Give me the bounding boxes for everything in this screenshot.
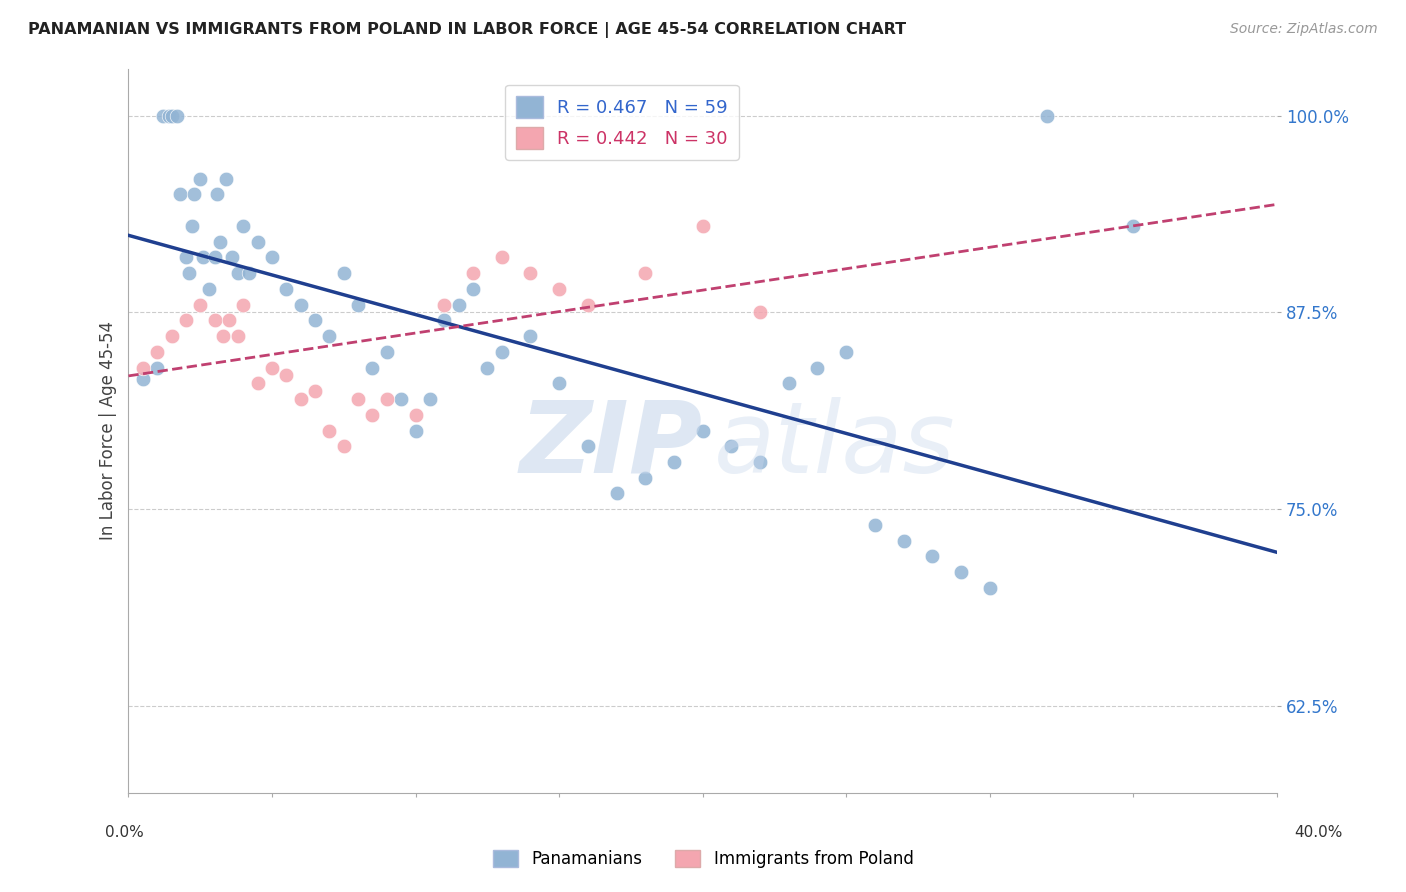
Point	[548, 282, 571, 296]
Legend: R = 0.467   N = 59, R = 0.442   N = 30: R = 0.467 N = 59, R = 0.442 N = 30	[505, 85, 738, 160]
Point	[260, 251, 283, 265]
Point	[246, 376, 269, 391]
Point	[218, 313, 240, 327]
Point	[921, 549, 943, 564]
Point	[662, 455, 685, 469]
Point	[720, 439, 742, 453]
Point	[692, 424, 714, 438]
Text: PANAMANIAN VS IMMIGRANTS FROM POLAND IN LABOR FORCE | AGE 45-54 CORRELATION CHAR: PANAMANIAN VS IMMIGRANTS FROM POLAND IN …	[28, 22, 907, 38]
Point	[246, 235, 269, 249]
Point	[375, 392, 398, 406]
Point	[209, 235, 232, 249]
Point	[749, 305, 772, 319]
Point	[132, 371, 155, 385]
Point	[174, 251, 197, 265]
Point	[634, 266, 657, 280]
Point	[806, 360, 828, 375]
Point	[166, 109, 188, 123]
Point	[174, 313, 197, 327]
Point	[226, 329, 249, 343]
Point	[576, 439, 599, 453]
Point	[212, 329, 235, 343]
Point	[157, 109, 180, 123]
Point	[433, 297, 456, 311]
Text: Source: ZipAtlas.com: Source: ZipAtlas.com	[1230, 22, 1378, 37]
Point	[375, 344, 398, 359]
Point	[177, 266, 200, 280]
Point	[361, 408, 384, 422]
Y-axis label: In Labor Force | Age 45-54: In Labor Force | Age 45-54	[100, 321, 117, 540]
Point	[183, 187, 205, 202]
Point	[146, 360, 169, 375]
Point	[778, 376, 800, 391]
Text: 40.0%: 40.0%	[1295, 825, 1343, 840]
Point	[226, 266, 249, 280]
Point	[979, 581, 1001, 595]
Point	[215, 171, 238, 186]
Point	[405, 424, 427, 438]
Legend: Panamanians, Immigrants from Poland: Panamanians, Immigrants from Poland	[486, 843, 920, 875]
Point	[461, 266, 484, 280]
Point	[276, 282, 298, 296]
Point	[692, 219, 714, 233]
Text: atlas: atlas	[714, 397, 956, 493]
Point	[461, 282, 484, 296]
Point	[576, 297, 599, 311]
Point	[232, 297, 254, 311]
Point	[221, 251, 243, 265]
Point	[160, 329, 183, 343]
Point	[477, 360, 499, 375]
Point	[260, 360, 283, 375]
Point	[361, 360, 384, 375]
Point	[491, 344, 513, 359]
Point	[207, 187, 229, 202]
Point	[1036, 109, 1059, 123]
Point	[146, 344, 169, 359]
Point	[152, 109, 174, 123]
Point	[333, 266, 356, 280]
Point	[548, 376, 571, 391]
Point	[238, 266, 260, 280]
Point	[519, 266, 541, 280]
Point	[198, 282, 221, 296]
Text: 0.0%: 0.0%	[105, 825, 145, 840]
Text: ZIP: ZIP	[520, 397, 703, 493]
Point	[180, 219, 202, 233]
Point	[276, 368, 298, 383]
Point	[347, 297, 370, 311]
Point	[333, 439, 356, 453]
Point	[419, 392, 441, 406]
Point	[389, 392, 412, 406]
Point	[605, 486, 627, 500]
Point	[634, 471, 657, 485]
Point	[491, 251, 513, 265]
Point	[160, 109, 183, 123]
Point	[519, 329, 541, 343]
Point	[204, 313, 226, 327]
Point	[304, 384, 326, 399]
Point	[447, 297, 470, 311]
Point	[835, 344, 858, 359]
Point	[749, 455, 772, 469]
Point	[191, 251, 214, 265]
Point	[318, 424, 340, 438]
Point	[304, 313, 326, 327]
Point	[169, 187, 191, 202]
Point	[188, 297, 211, 311]
Point	[433, 313, 456, 327]
Point	[188, 171, 211, 186]
Point	[405, 408, 427, 422]
Point	[1122, 219, 1144, 233]
Point	[893, 533, 915, 548]
Point	[347, 392, 370, 406]
Point	[232, 219, 254, 233]
Point	[318, 329, 340, 343]
Point	[132, 360, 155, 375]
Point	[290, 297, 312, 311]
Point	[950, 565, 973, 579]
Point	[290, 392, 312, 406]
Point	[863, 518, 886, 533]
Point	[204, 251, 226, 265]
